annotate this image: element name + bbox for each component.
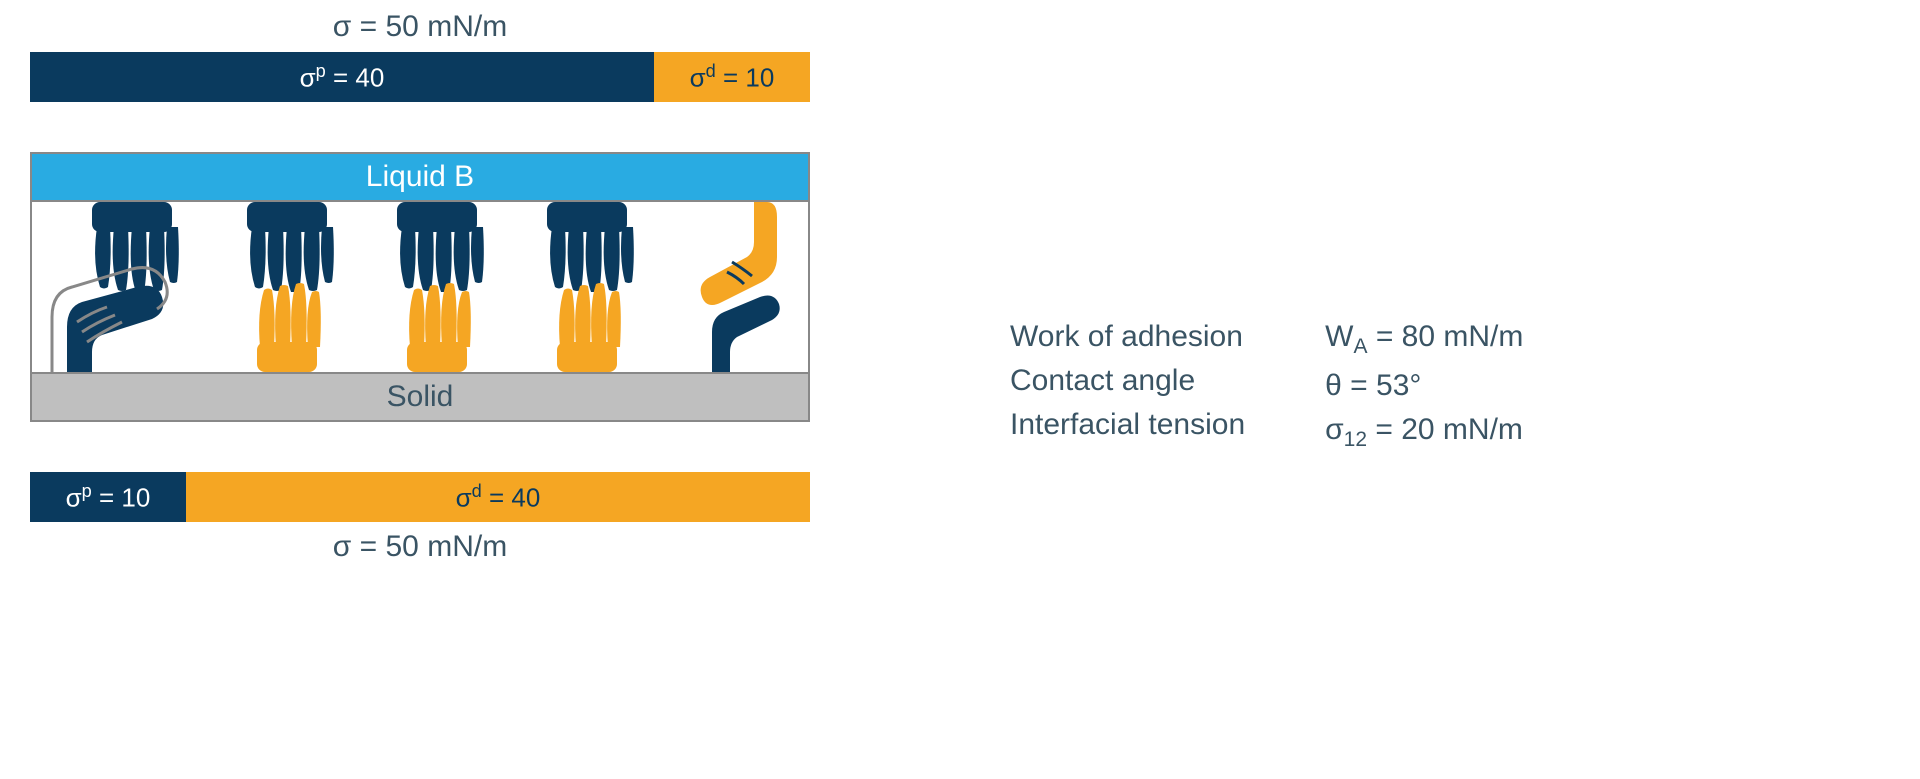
bottom-bar-dispersive-label: σd = 40: [456, 481, 541, 514]
hand-clasp-right: [682, 202, 802, 372]
prop-value-3: σ12 = 20 mN/m: [1325, 413, 1523, 452]
top-bar-dispersive-label: σd = 10: [690, 61, 775, 94]
prop-label-3: Interfacial tension: [1010, 408, 1245, 442]
properties-values: WA = 80 mN/m θ = 53° σ12 = 20 mN/m: [1325, 320, 1523, 452]
liquid-label: Liquid B: [366, 160, 474, 194]
bottom-bar-dispersive: σd = 40: [186, 472, 810, 522]
properties-labels: Work of adhesion Contact angle Interfaci…: [1010, 320, 1245, 452]
bottom-sigma-label: σ = 50 mN/m: [30, 530, 810, 564]
prop-value-1: WA = 80 mN/m: [1325, 320, 1523, 359]
bottom-bar: σp = 10 σd = 40: [30, 472, 810, 522]
hand-top-4: [527, 202, 647, 292]
hand-bottom-2: [392, 282, 482, 372]
solid-bar: Solid: [30, 372, 810, 422]
hand-top-2: [227, 202, 347, 292]
diagram-left: σ = 50 mN/m σp = 40 σd = 10 Liquid B: [30, 10, 850, 770]
hand-clasp-left: [47, 257, 187, 372]
prop-label-2: Contact angle: [1010, 364, 1245, 398]
solid-label: Solid: [387, 380, 454, 414]
top-sigma-label: σ = 50 mN/m: [30, 10, 810, 44]
top-bar-polar: σp = 40: [30, 52, 654, 102]
hands-area: [30, 202, 810, 372]
liquid-bar: Liquid B: [30, 152, 810, 202]
top-bar: σp = 40 σd = 10: [30, 52, 810, 102]
prop-value-2: θ = 53°: [1325, 369, 1523, 403]
properties-panel: Work of adhesion Contact angle Interfaci…: [1010, 320, 1523, 452]
hand-top-3: [377, 202, 497, 292]
hand-bottom-1: [242, 282, 332, 372]
top-bar-polar-label: σp = 40: [300, 61, 385, 94]
hand-bottom-3: [542, 282, 632, 372]
prop-label-1: Work of adhesion: [1010, 320, 1245, 354]
bottom-bar-polar: σp = 10: [30, 472, 186, 522]
top-bar-dispersive: σd = 10: [654, 52, 810, 102]
bottom-bar-polar-label: σp = 10: [66, 481, 151, 514]
